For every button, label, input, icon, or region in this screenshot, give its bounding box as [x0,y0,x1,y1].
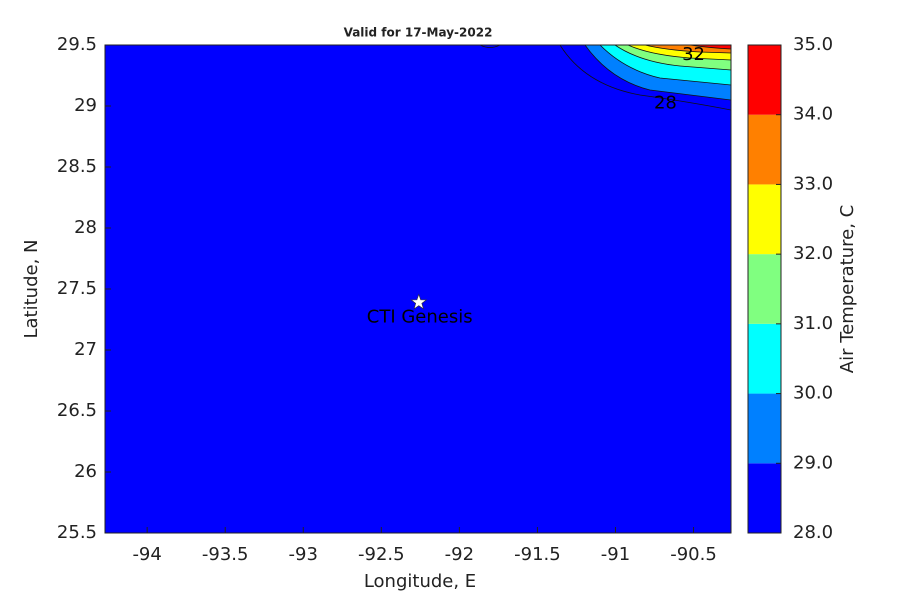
y-axis-label: Latitude, N [21,240,42,339]
y-tick-label: 25.5 [57,522,97,543]
x-tick-label: -90.5 [670,544,717,565]
contour-line [559,45,731,111]
y-tick-label: 28.5 [57,156,97,177]
colorbar-band [748,463,781,533]
contour-region [689,45,731,50]
colorbar-tick-label: 34.0 [793,104,833,125]
colorbar-band [748,393,781,464]
x-tick-label: -93 [289,544,318,565]
colorbar-tick-label: 30.0 [793,383,833,404]
site-label: CTI Genesis [367,306,473,327]
x-tick-label: -93.5 [202,544,249,565]
contours [479,45,731,111]
x-tick-label: -91.5 [514,544,561,565]
x-tick-label: -91 [601,544,630,565]
colorbar-frame [747,44,782,534]
y-tick-label: 26.5 [57,400,97,421]
colorbar-band [748,323,781,394]
y-tick-label: 26 [74,461,97,482]
colorbar-label: Air Temperature, C [837,205,858,373]
colorbar-tick-label: 28.0 [793,522,833,543]
colorbar-tick-label: 29.0 [793,452,833,473]
colorbar-tick-label: 31.0 [793,313,833,334]
y-tick-label: 29.5 [57,34,97,55]
contour-label: 28 [654,93,677,114]
colorbar-band [748,184,781,255]
colorbar-tick-label: 32.0 [793,243,833,264]
site-marker [410,293,428,310]
title: Valid for 17-May-2022 [344,26,493,40]
x-tick-label: -92.5 [358,544,405,565]
x-axis-label: Longitude, E [364,571,476,592]
y-tick-label: 27.5 [57,278,97,299]
contour-line [479,45,501,48]
colorbar-tick-label: 35.0 [793,34,833,55]
x-tick-label: -94 [132,544,161,565]
y-tick-label: 29 [74,95,97,116]
y-tick-label: 28 [74,217,97,238]
colorbar-band [748,114,781,185]
contour-label: 32 [682,44,705,65]
colorbar-band [748,45,781,115]
colorbar-tick-label: 33.0 [793,173,833,194]
y-tick-label: 27 [74,339,97,360]
map-field [105,45,731,533]
colorbar-band [748,254,781,324]
x-tick-label: -92 [445,544,474,565]
